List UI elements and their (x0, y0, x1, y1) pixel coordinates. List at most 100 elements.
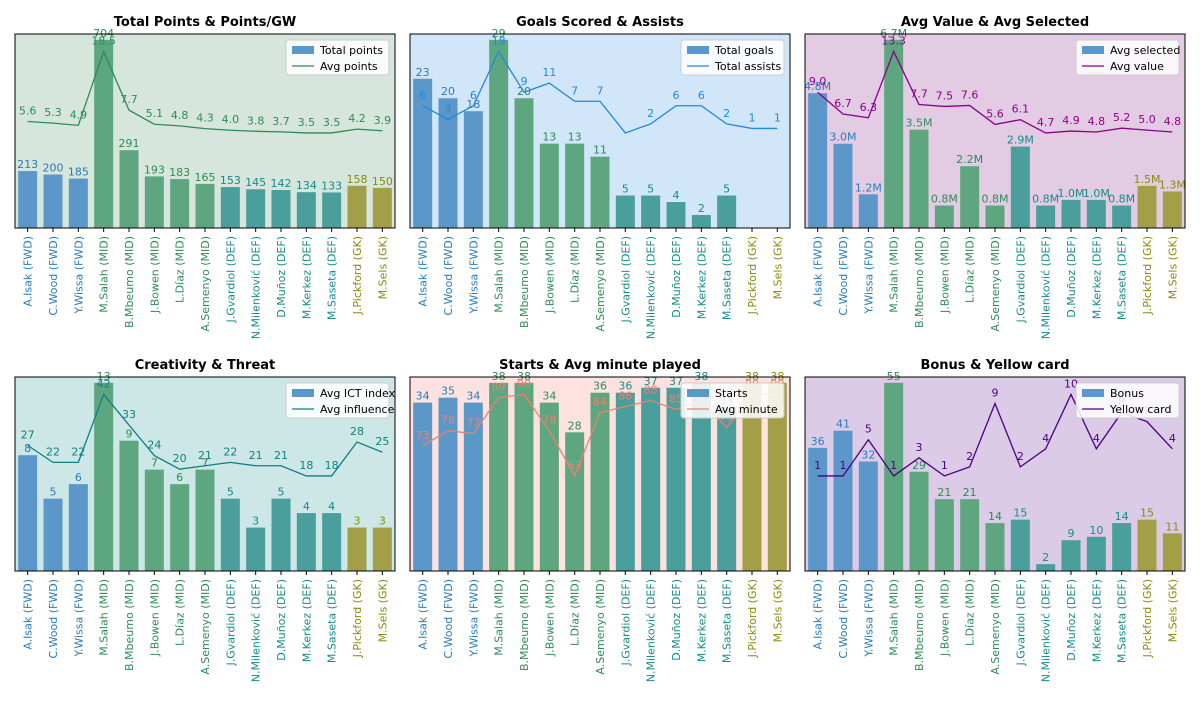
bar (221, 187, 240, 228)
bar-value-label: 0.8M (1032, 193, 1059, 206)
x-tick-label: A.Semenyo (MID) (989, 579, 1002, 675)
bar-value-label: 0.8M (982, 193, 1009, 206)
bar-value-label: 2.9M (1007, 134, 1034, 147)
line-value-label: 13.3 (881, 34, 906, 47)
bar (373, 188, 392, 228)
x-tick-label: M.Salah (MID) (493, 236, 506, 313)
x-tick-label: J.Pickford (GK) (351, 579, 364, 658)
chart-title: Bonus & Yellow card (920, 358, 1069, 373)
x-tick-label: N.Milenković (DEF) (645, 236, 658, 339)
x-tick-label: C.Wood (FWD) (442, 236, 455, 316)
x-tick-label: M.Kerkez (DEF) (695, 236, 708, 319)
bar (196, 184, 215, 228)
x-tick-label: C.Wood (FWD) (47, 236, 60, 316)
x-tick-label: B.Mbeumo (MID) (123, 236, 136, 328)
bar-value-label: 13 (542, 131, 556, 144)
x-tick-label: J.Gvardiol (DEF) (1014, 579, 1027, 667)
x-tick-label: A.Isak (FWD) (22, 236, 35, 307)
line-value-label: 21 (198, 449, 212, 462)
bar (667, 202, 686, 228)
line-value-label: 18 (299, 459, 313, 472)
x-tick-label: N.Milenković (DEF) (1040, 579, 1053, 682)
line-value-label: 20 (173, 452, 187, 465)
line-value-label: 4.9 (70, 108, 88, 121)
legend-line-label: Avg value (1110, 60, 1164, 73)
line-value-label: 21 (274, 449, 288, 462)
bar-value-label: 0.8M (931, 193, 958, 206)
x-tick-label: A.Isak (FWD) (417, 579, 430, 650)
bar (439, 98, 458, 228)
x-tick-label: L.Díaz (MID) (569, 236, 582, 303)
bar (692, 215, 711, 228)
bar-value-label: 5 (227, 486, 234, 499)
legend-bar-swatch (292, 46, 314, 54)
bar-value-label: 145 (245, 176, 266, 189)
x-tick-label: Y.Wissa (FWD) (72, 236, 85, 315)
line-value-label: 25 (375, 435, 389, 448)
bar-value-label: 134 (296, 179, 317, 192)
x-tick-label: B.Mbeumo (MID) (913, 579, 926, 671)
bar (1011, 147, 1030, 228)
legend-bar-label: Avg ICT index (320, 387, 396, 400)
bar-value-label: 185 (68, 166, 89, 179)
bar-value-label: 15 (1140, 507, 1154, 520)
bar (1112, 523, 1131, 571)
bar (489, 383, 508, 571)
bar (591, 393, 610, 571)
line-value-label: 2 (1017, 450, 1024, 463)
bar (1163, 191, 1182, 228)
bar (120, 441, 139, 571)
legend-bar-swatch (1082, 389, 1104, 397)
x-tick-label: M.Saseta (DEF) (1116, 579, 1129, 663)
line-value-label: 84 (593, 396, 607, 409)
bar-value-label: 158 (347, 173, 368, 186)
x-tick-label: B.Mbeumo (MID) (518, 236, 531, 328)
x-tick-label: M.Kerkez (DEF) (1090, 236, 1103, 319)
bar-value-label: 5 (278, 486, 285, 499)
bar (1138, 186, 1157, 228)
bar (170, 179, 189, 228)
bar (1062, 200, 1081, 228)
x-tick-label: A.Isak (FWD) (22, 579, 35, 650)
line-value-label: 33 (122, 408, 136, 421)
bar (859, 194, 878, 228)
x-tick-label: J.Bowen (MID) (543, 579, 556, 657)
line-value-label: 18 (325, 459, 339, 472)
bar-value-label: 3 (354, 515, 361, 528)
line-value-label: 7.7 (910, 88, 928, 101)
line-value-label: 4 (1169, 432, 1176, 445)
legend-line-label: Avg influence (320, 403, 395, 416)
x-tick-label: J.Gvardiol (DEF) (1014, 236, 1027, 324)
legend-bar-swatch (687, 46, 709, 54)
bar-value-label: 5 (723, 183, 730, 196)
x-tick-label: B.Mbeumo (MID) (123, 579, 136, 671)
line-value-label: 3 (916, 441, 923, 454)
x-tick-label: A.Isak (FWD) (812, 579, 825, 650)
bar-value-label: 21 (937, 486, 951, 499)
legend-bar-label: Bonus (1110, 387, 1144, 400)
x-tick-label: J.Pickford (GK) (1141, 579, 1154, 658)
x-tick-label: M.Saseta (DEF) (721, 236, 734, 320)
bar (515, 383, 534, 571)
bar-value-label: 213 (17, 158, 38, 171)
line-value-label: 4.7 (1037, 116, 1055, 129)
x-tick-label: D.Muñoz (DEF) (1065, 579, 1078, 661)
line-value-label: 1 (890, 459, 897, 472)
line-value-label: 3.9 (374, 114, 392, 127)
line-value-label: 5.2 (1113, 111, 1131, 124)
bar-value-label: 1.0M (1058, 187, 1085, 200)
line-value-label: 7 (597, 84, 604, 97)
x-tick-label: J.Bowen (MID) (938, 236, 951, 314)
x-tick-label: J.Bowen (MID) (938, 579, 951, 657)
bar-value-label: 6 (176, 471, 183, 484)
bar-value-label: 14 (1115, 510, 1129, 523)
line-value-label: 22 (46, 445, 60, 458)
x-tick-label: M.Sels (GK) (771, 236, 784, 299)
bar (69, 179, 88, 228)
bar (44, 499, 63, 571)
bar (1138, 520, 1157, 571)
legend-line-label: Total assists (714, 60, 781, 73)
bar-value-label: 2 (698, 202, 705, 215)
line-value-label: 5.0 (1138, 113, 1156, 126)
